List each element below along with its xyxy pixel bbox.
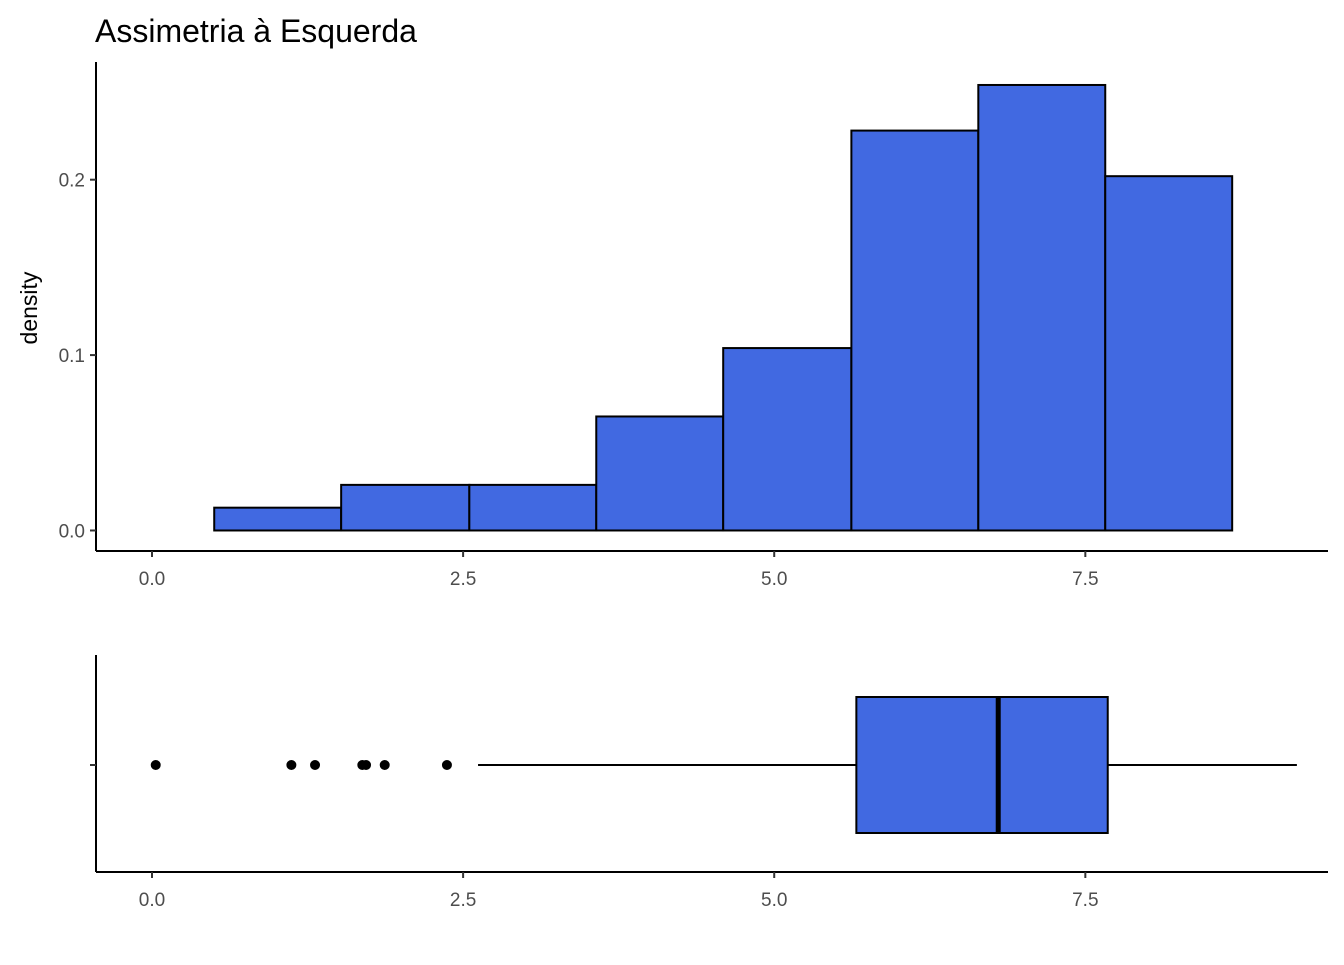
histogram-y-tick-label: 0.0: [59, 521, 85, 542]
histogram-bar-8: [1104, 175, 1234, 532]
histogram-bar-4: [595, 415, 725, 532]
boxplot-outlier-point: [150, 760, 161, 770]
histogram-bar-3: [468, 483, 598, 532]
boxplot-x-tick-label: 5.0: [761, 890, 787, 911]
boxplot-box: [855, 696, 1109, 834]
boxplot-x-tick-label: 2.5: [450, 890, 476, 911]
boxplot-outlier-point: [441, 760, 452, 770]
histogram-x-tick-label: 0.0: [139, 569, 165, 590]
histogram-bar-6: [850, 129, 980, 532]
histogram-bar-2: [340, 483, 471, 532]
boxplot: [150, 696, 1297, 834]
histogram-bar-1: [213, 506, 343, 532]
histogram-y-tick-label: 0.1: [59, 346, 85, 367]
histogram-x-tick-label: 5.0: [761, 569, 787, 590]
chart-title: Assimetria à Esquerda: [95, 13, 417, 49]
histogram-bar-5: [722, 347, 853, 532]
histogram-y-tick-label: 0.2: [59, 171, 85, 192]
boxplot-outlier-point: [379, 760, 390, 770]
histogram-axes: 0.0 0.1 0.2 0.0 2.5 5.0 7.5: [59, 62, 1328, 590]
histogram-bars: [213, 83, 1234, 532]
boxplot-outlier-point: [286, 760, 297, 770]
histogram-y-axis-title: density: [16, 271, 42, 344]
histogram-bar-7: [977, 83, 1107, 532]
histogram-x-tick-label: 2.5: [450, 569, 476, 590]
boxplot-x-tick-label: 7.5: [1072, 890, 1098, 911]
boxplot-axes: 0.0 2.5 5.0 7.5: [90, 655, 1328, 911]
boxplot-x-tick-label: 0.0: [139, 890, 165, 911]
boxplot-outlier-point: [310, 760, 321, 770]
histogram-x-tick-label: 7.5: [1072, 569, 1098, 590]
boxplot-outlier-point: [361, 760, 372, 770]
